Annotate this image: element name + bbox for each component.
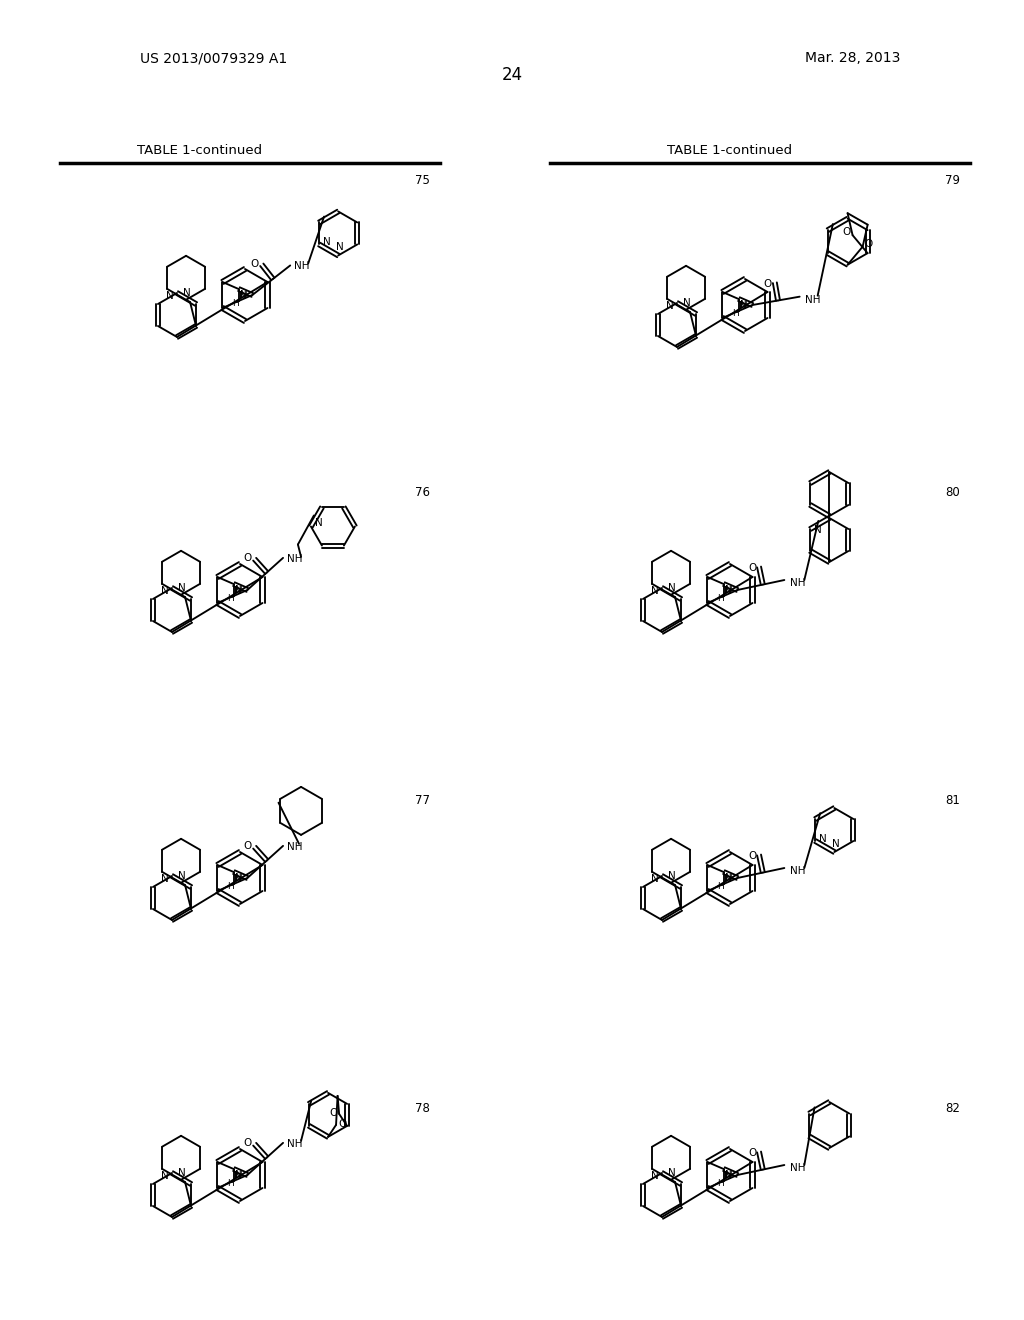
Text: N: N <box>651 1171 658 1181</box>
Text: N: N <box>236 585 243 595</box>
Text: O: O <box>244 841 252 851</box>
Text: N: N <box>178 583 186 593</box>
Text: N: N <box>667 301 674 312</box>
Text: O: O <box>244 553 252 564</box>
Text: O: O <box>748 564 756 573</box>
Text: O: O <box>748 851 756 861</box>
Text: 75: 75 <box>415 173 430 186</box>
Text: N: N <box>161 1171 169 1181</box>
Text: N: N <box>725 873 733 883</box>
Text: NH: NH <box>790 866 805 876</box>
Text: O: O <box>338 1119 346 1129</box>
Text: NH: NH <box>288 1139 303 1148</box>
Text: N: N <box>819 834 827 843</box>
Text: N: N <box>669 583 676 593</box>
Text: N: N <box>651 586 658 597</box>
Text: N: N <box>833 840 841 849</box>
Text: 24: 24 <box>502 66 522 84</box>
Text: N: N <box>740 300 748 310</box>
Text: N: N <box>725 1170 733 1180</box>
Text: O: O <box>748 1148 756 1158</box>
Text: N: N <box>178 1168 186 1177</box>
Text: H: H <box>732 309 739 318</box>
Text: 81: 81 <box>945 793 961 807</box>
Text: H: H <box>718 882 724 891</box>
Text: H: H <box>227 882 234 891</box>
Text: N: N <box>239 290 247 301</box>
Text: NH: NH <box>288 554 303 564</box>
Text: N: N <box>814 525 822 535</box>
Text: TABLE 1-continued: TABLE 1-continued <box>668 144 793 157</box>
Text: N: N <box>683 298 691 308</box>
Text: N: N <box>669 871 676 880</box>
Text: H: H <box>718 594 724 603</box>
Text: H: H <box>227 594 234 603</box>
Text: NH: NH <box>790 578 805 587</box>
Text: US 2013/0079329 A1: US 2013/0079329 A1 <box>140 51 288 65</box>
Text: NH: NH <box>295 261 310 272</box>
Text: 76: 76 <box>415 487 430 499</box>
Text: N: N <box>739 301 746 310</box>
Text: N: N <box>725 585 733 595</box>
Text: N: N <box>724 874 732 884</box>
Text: H: H <box>232 298 240 308</box>
Text: N: N <box>183 288 190 298</box>
Text: Mar. 28, 2013: Mar. 28, 2013 <box>805 51 900 65</box>
Text: H: H <box>718 1179 724 1188</box>
Text: N: N <box>315 519 323 528</box>
Text: 80: 80 <box>945 487 961 499</box>
Text: TABLE 1-continued: TABLE 1-continued <box>137 144 262 157</box>
Text: N: N <box>724 586 732 595</box>
Text: N: N <box>161 874 169 884</box>
Text: O: O <box>843 227 851 238</box>
Text: N: N <box>236 1170 243 1180</box>
Text: N: N <box>178 871 186 880</box>
Text: O: O <box>764 279 772 289</box>
Text: N: N <box>324 238 331 247</box>
Text: H: H <box>227 1179 234 1188</box>
Text: N: N <box>161 586 169 597</box>
Text: O: O <box>329 1107 337 1118</box>
Text: 82: 82 <box>945 1101 961 1114</box>
Text: N: N <box>236 873 243 883</box>
Text: N: N <box>234 1171 242 1181</box>
Text: NH: NH <box>288 842 303 851</box>
Text: O: O <box>244 1138 252 1148</box>
Text: NH: NH <box>790 1163 805 1173</box>
Text: N: N <box>669 1168 676 1177</box>
Text: N: N <box>166 290 174 301</box>
Text: N: N <box>234 586 242 595</box>
Text: 77: 77 <box>415 793 430 807</box>
Text: N: N <box>336 243 344 252</box>
Text: N: N <box>724 1171 732 1181</box>
Text: O: O <box>864 239 872 248</box>
Text: N: N <box>234 874 242 884</box>
Text: 78: 78 <box>415 1101 430 1114</box>
Text: N: N <box>240 290 248 300</box>
Text: N: N <box>651 874 658 884</box>
Text: O: O <box>251 259 259 269</box>
Text: NH: NH <box>805 294 820 305</box>
Text: 79: 79 <box>945 173 961 186</box>
